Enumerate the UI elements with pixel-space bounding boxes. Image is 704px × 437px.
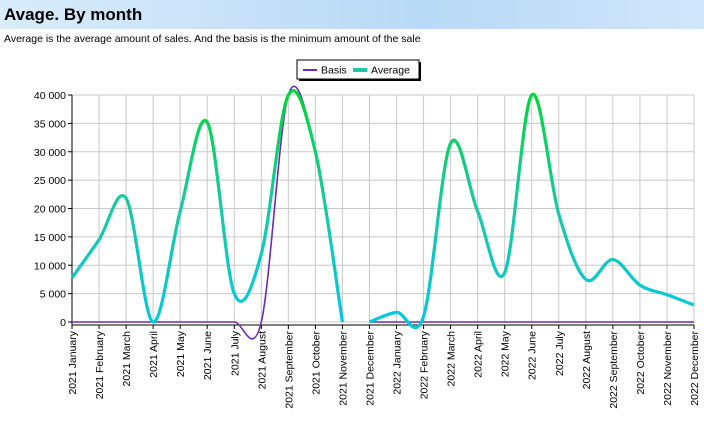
x-tick-label: 2022 April	[473, 331, 485, 378]
x-tick-label: 2021 August	[256, 331, 268, 389]
x-tick-label: 2022 December	[689, 331, 701, 406]
x-tick-label: 2022 January	[392, 330, 404, 394]
x-tick-label: 2022 July	[554, 330, 566, 376]
x-tick-label: 2022 June	[527, 331, 539, 380]
series-layer	[70, 85, 695, 340]
y-tick-label: 15 000	[34, 232, 66, 244]
legend: Basis Average	[296, 59, 421, 81]
series-line-average	[368, 93, 695, 330]
y-tick-label: 35 000	[34, 118, 66, 130]
x-tick-label: 2021 March	[121, 331, 133, 387]
y-tick-label: 25 000	[34, 175, 66, 187]
x-tick-label: 2022 March	[446, 331, 458, 387]
y-tick-label: 10 000	[34, 260, 66, 272]
chart-header	[0, 0, 704, 29]
x-tick-label: 2021 May	[175, 330, 187, 377]
page-subtitle: Average is the average amount of sales. …	[4, 33, 421, 45]
page-title: Avage. By month	[4, 5, 143, 24]
series-line-average	[70, 89, 345, 324]
axes: 0 5 000 10 000 15 000 20 000 25 000 30 000 35 0…	[34, 90, 701, 409]
x-tick-label: 2021 April	[148, 331, 160, 378]
x-tick-label: 2021 January	[67, 330, 79, 394]
x-tick-label: 2022 August	[581, 331, 593, 389]
legend-label-average: Average	[371, 65, 410, 77]
y-tick-label: 20 000	[34, 204, 66, 216]
x-tick-label: 2021 February	[94, 330, 106, 399]
y-tick-label: 40 000	[34, 90, 66, 102]
x-tick-label: 2022 November	[662, 331, 674, 406]
y-tick-label: 0	[60, 317, 66, 329]
y-tick-label: 30 000	[34, 147, 66, 159]
x-tick-label: 2021 June	[202, 331, 214, 380]
x-tick-label: 2021 December	[364, 331, 376, 406]
x-tick-label: 2022 May	[500, 330, 512, 377]
x-tick-label: 2022 September	[608, 330, 620, 408]
x-tick-label: 2021 October	[310, 331, 322, 395]
x-tick-label: 2021 November	[337, 331, 349, 406]
x-tick-label: 2021 July	[229, 330, 241, 376]
x-tick-label: 2021 September	[283, 330, 295, 408]
y-tick-label: 5 000	[40, 289, 66, 301]
x-tick-label: 2022 February	[419, 330, 431, 399]
legend-label-basis: Basis	[321, 65, 347, 77]
x-tick-label: 2022 October	[635, 331, 647, 395]
